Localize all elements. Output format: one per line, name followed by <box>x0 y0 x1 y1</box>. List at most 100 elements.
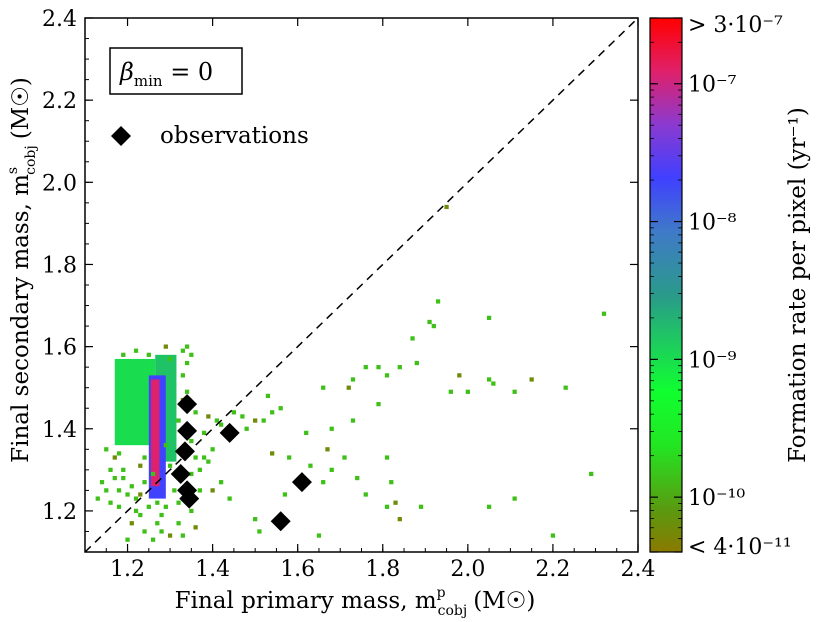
scatter-pixel <box>189 438 194 444</box>
scatter-pixel <box>121 352 126 357</box>
scatter-pixel <box>491 381 496 386</box>
scatter-pixel <box>189 352 194 357</box>
scatter-pixel <box>108 467 113 472</box>
x-tick-label: 1.8 <box>365 557 400 582</box>
y-tick-label: 2.2 <box>42 89 77 114</box>
scatter-pixel <box>231 410 237 415</box>
scatter-pixel <box>210 488 215 493</box>
scatter-pixel <box>129 484 134 489</box>
scatter-pixel <box>116 488 122 493</box>
scatter-pixel <box>189 508 194 514</box>
scatter-pixel <box>304 430 309 436</box>
y-tick-label: 2.0 <box>42 171 77 196</box>
scatter-pixel <box>410 336 415 341</box>
scatter-pixel <box>563 385 568 390</box>
scatter-pixel <box>125 537 130 542</box>
x-axis-label: Final primary mass, mp cobj (M☉) <box>175 585 536 619</box>
scatter-pixel <box>397 365 402 370</box>
scatter-pixel <box>125 492 130 497</box>
scatter-pixel <box>150 537 156 542</box>
scatter-pixel <box>172 488 177 493</box>
scatter-pixel <box>444 204 449 210</box>
axis-ticks: 1.2 1.4 1.6 1.8 2.0 2.2 2.4 1.2 1.4 1.6 1.8 2.0 2.2 2… <box>42 7 656 582</box>
scatter-pixel <box>486 377 492 382</box>
scatter-pixel <box>486 504 492 509</box>
x-tick-label: 1.6 <box>280 557 315 582</box>
scatter-pixel <box>240 414 245 419</box>
colorbar-label: Formation rate per pixel (yr⁻¹) <box>785 107 811 463</box>
scatter-pixel <box>550 533 556 538</box>
scatter-pixel <box>227 496 232 501</box>
scatter-pixel <box>163 443 168 448</box>
scatter-pixel <box>193 525 198 530</box>
scatter-pixel <box>197 488 202 493</box>
colorbar-tick-label: 10⁻⁹ <box>688 348 737 373</box>
scatter-pixel <box>363 365 368 370</box>
scatter-pixel <box>287 455 292 460</box>
x-tick-label: 2.2 <box>535 557 570 582</box>
scatter-pixel <box>121 467 126 472</box>
scatter-pixel <box>180 373 185 378</box>
scatter-pixel <box>176 418 181 423</box>
observation-marker <box>177 394 198 415</box>
scatter-pixel <box>529 377 534 382</box>
observation-marker <box>219 422 240 443</box>
scatter-pixel <box>457 373 462 378</box>
scatter-pixel <box>589 471 594 477</box>
scatter-pixel <box>176 521 181 526</box>
colorbar-bar <box>649 17 683 553</box>
scatter-pixel <box>133 508 139 514</box>
scatter-pixel <box>414 360 419 366</box>
scatter-pixel <box>206 459 211 464</box>
scatter-pixel <box>270 451 275 456</box>
scatter-pixel <box>363 492 368 497</box>
scatter-pixel <box>435 299 441 304</box>
x-tick-label: 1.4 <box>195 557 230 582</box>
scatter-pixel <box>142 480 147 485</box>
observation-marker <box>174 441 195 462</box>
scatter-pixel <box>253 517 258 522</box>
observations-layer <box>170 394 312 532</box>
scatter-pixel <box>146 352 151 357</box>
scatter-pixel <box>155 521 160 526</box>
scatter-pixel <box>159 512 164 518</box>
x-tick-label: 2.4 <box>621 557 656 582</box>
scatter-pixel <box>167 463 173 468</box>
scatter-pixel <box>321 480 326 485</box>
scatter-pixel <box>189 471 194 477</box>
scatter-pixel <box>206 414 211 419</box>
observation-marker <box>179 488 200 509</box>
scatter-pixel <box>201 430 207 436</box>
scatter-pixel <box>486 315 492 320</box>
scatter-pixel <box>350 377 356 382</box>
scatter-pixel <box>384 455 390 460</box>
scatter-pixel <box>133 496 139 501</box>
observation-marker <box>177 420 198 441</box>
scatter-pixel <box>376 401 381 407</box>
scatter-pixel <box>201 455 207 460</box>
scatter-pixel <box>138 492 143 497</box>
scatter-pixel <box>448 389 453 394</box>
scatter-pixel <box>244 426 249 431</box>
y-tick-label: 1.6 <box>42 336 77 361</box>
scatter-pixel <box>265 393 271 399</box>
scatter-pixel <box>108 500 113 505</box>
scatter-pixel <box>512 496 517 501</box>
scatter-pixel <box>350 418 356 423</box>
scatter-pixel <box>142 455 147 460</box>
scatter-pixel-layer <box>95 204 607 542</box>
colorbar-ticks: > 3·10⁻⁷ 10⁻⁷ 10⁻⁸ 10⁻⁹ 10⁻¹⁰ < 4·10⁻¹¹ <box>650 13 792 560</box>
colorbar-tick-label: 10⁻¹⁰ <box>688 486 745 511</box>
scatter-pixel <box>601 311 607 316</box>
scatter-pixel <box>257 529 262 534</box>
scatter-pixel <box>393 500 398 505</box>
scatter-pixel <box>138 463 143 468</box>
scatter-pixel <box>180 533 185 538</box>
scatter-pixel <box>384 373 390 378</box>
observation-marker <box>170 463 191 484</box>
scatter-pixel <box>159 529 164 534</box>
scatter-pixel <box>193 455 198 460</box>
density-region <box>114 358 156 446</box>
annotation-text: βmin = 0 <box>119 58 213 90</box>
